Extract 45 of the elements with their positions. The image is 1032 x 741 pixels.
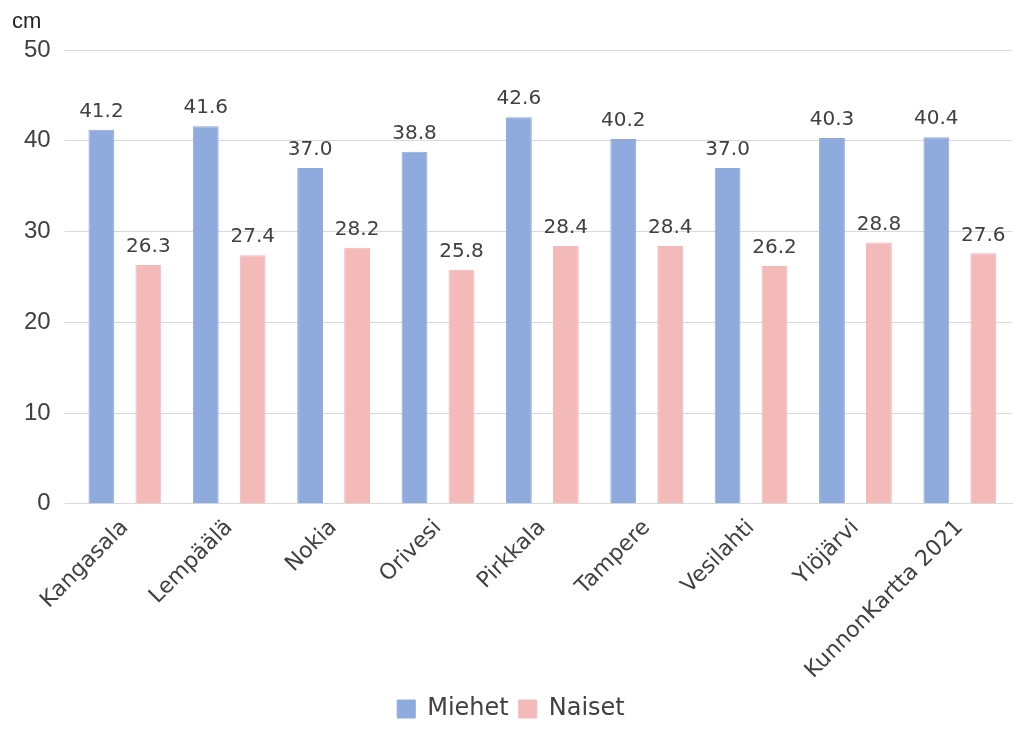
bar: [135, 265, 162, 504]
y-tick-label: 10: [23, 397, 51, 425]
bar: [88, 129, 115, 504]
data-label: 41.2: [79, 98, 124, 123]
bar: [344, 247, 371, 504]
bar: [923, 137, 950, 504]
bar: [297, 168, 324, 504]
bar: [552, 246, 579, 504]
bar: [239, 255, 266, 504]
bar: [866, 242, 892, 504]
data-label: 40.2: [600, 107, 646, 132]
y-tick-label: 50: [23, 34, 51, 62]
bar: [610, 138, 637, 504]
data-label: 26.3: [126, 233, 171, 258]
data-label: 27.4: [230, 223, 275, 248]
data-label: 28.8: [856, 210, 902, 235]
y-axis-title: cm: [12, 8, 42, 34]
data-label: 42.6: [496, 85, 542, 110]
data-label: 38.8: [392, 119, 437, 144]
data-label: 41.6: [183, 94, 229, 119]
data-label: 37.0: [287, 136, 333, 161]
bar: [714, 168, 741, 504]
data-label: 27.6: [961, 221, 1006, 246]
data-label: 40.4: [914, 105, 959, 130]
y-tick-label: 0: [37, 488, 51, 516]
bar: [192, 126, 219, 504]
bar: [448, 269, 475, 504]
y-tick-label: 40: [23, 125, 51, 153]
legend-label: Naiset: [548, 693, 625, 722]
data-label: 26.2: [752, 234, 797, 259]
bar: [401, 151, 428, 504]
data-label: 25.8: [439, 237, 484, 262]
bar: [657, 246, 684, 504]
data-label: 28.2: [334, 216, 380, 241]
bar: [761, 266, 788, 504]
y-tick-label: 20: [23, 306, 51, 334]
bar: [505, 117, 532, 504]
data-label: 37.0: [705, 136, 750, 161]
bar: [819, 138, 845, 504]
data-label: 40.3: [809, 106, 855, 131]
legend-label: Miehet: [427, 693, 509, 722]
y-tick-label: 30: [23, 216, 51, 244]
data-label: 28.4: [543, 214, 589, 239]
bar: [970, 253, 997, 504]
data-label: 28.4: [647, 214, 693, 239]
